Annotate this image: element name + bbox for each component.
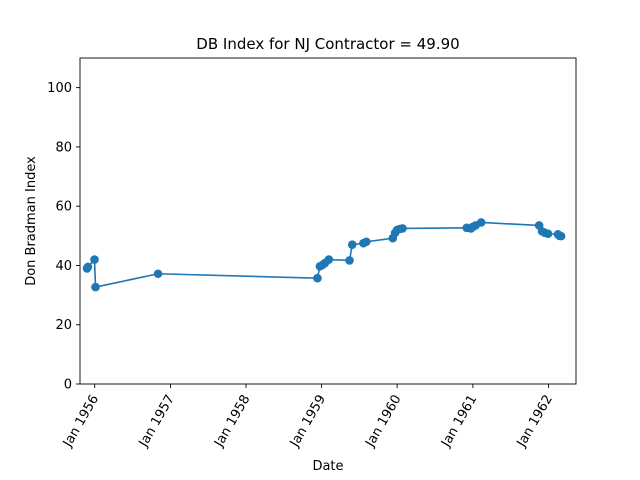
data-point [83, 262, 93, 272]
y-tick-label: 100 [47, 81, 72, 96]
data-points [82, 218, 566, 292]
y-tick-label: 20 [55, 318, 72, 333]
data-point [313, 273, 322, 283]
y-axis: 0 20 40 60 80 100 [47, 81, 80, 393]
data-point [556, 231, 566, 241]
data-point [90, 255, 99, 264]
data-point [398, 224, 407, 233]
y-tick-label: 60 [55, 200, 72, 215]
y-tick-label: 0 [64, 378, 72, 393]
y-axis-label: Don Bradman Index [24, 156, 39, 286]
data-point [476, 218, 486, 227]
data-point [347, 240, 357, 250]
x-axis-label: Date [312, 459, 343, 474]
y-tick-label: 80 [55, 140, 72, 155]
data-point [91, 282, 100, 292]
data-point [361, 237, 371, 247]
data-point [345, 256, 354, 265]
data-point [324, 255, 334, 264]
plot-area-frame [79, 57, 577, 385]
data-point [153, 269, 163, 279]
chart-title: DB Index for NJ Contractor = 49.90 [196, 35, 459, 53]
y-tick-label: 40 [55, 259, 72, 274]
data-point [543, 229, 553, 239]
